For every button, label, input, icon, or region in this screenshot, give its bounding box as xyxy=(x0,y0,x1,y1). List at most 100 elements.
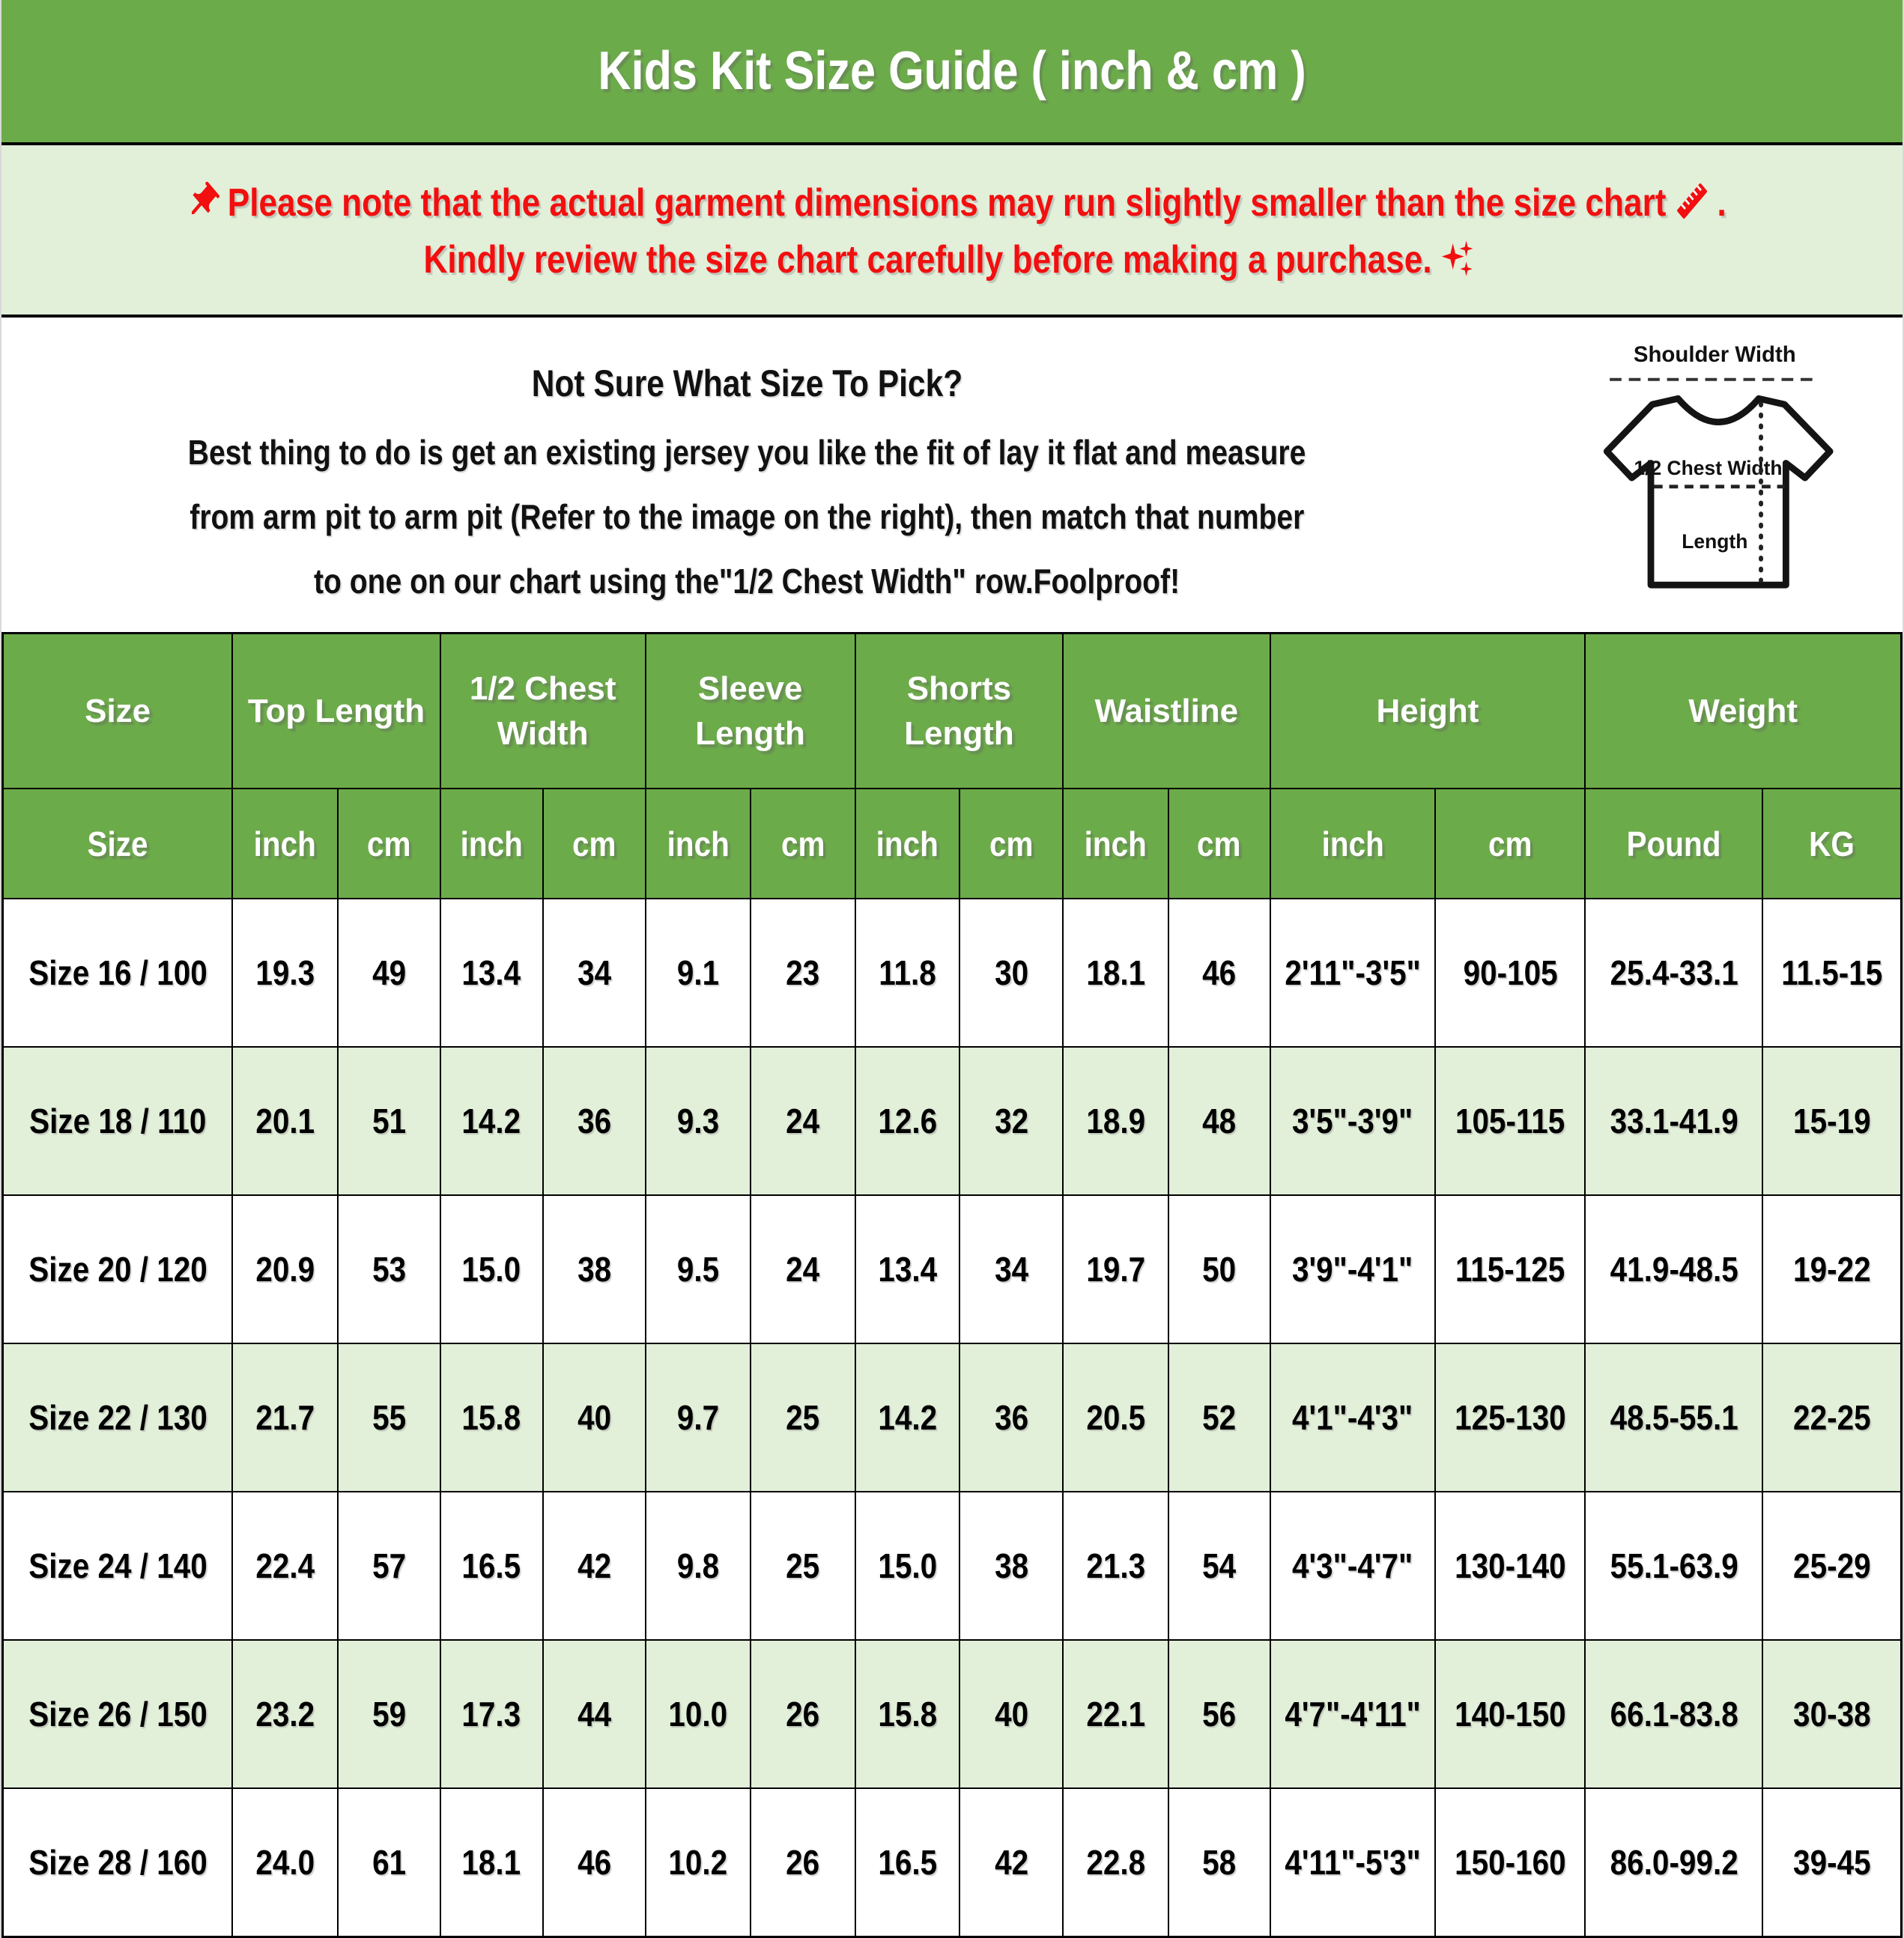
data-cell: 33.1-41.9 xyxy=(1584,1046,1764,1196)
data-cell: 24.0 xyxy=(231,1787,339,1938)
table-row: Size 20 / 120 20.9 53 15.0 38 9.5 24 13.4 34 19.7… xyxy=(1,1194,1903,1344)
data-cell: 15.0 xyxy=(854,1491,961,1641)
data-cell: 54 xyxy=(1167,1491,1271,1641)
data-cell: 44 xyxy=(542,1639,646,1789)
data-cell: 24 xyxy=(750,1046,856,1196)
column-unit-header: inch xyxy=(854,788,961,899)
notice-line-2: Kindly review the size chart carefully b… xyxy=(1,237,1903,282)
data-cell: 53 xyxy=(336,1194,441,1344)
table-group-row: Size Top Length 1/2 Chest Width Sleeve Leng… xyxy=(1,632,1903,789)
column-group-header: Sleeve Length xyxy=(644,632,856,789)
column-unit-header: cm xyxy=(1434,788,1586,899)
data-cell: 48.5-55.1 xyxy=(1584,1343,1764,1492)
column-unit-header: cm xyxy=(542,788,646,899)
column-group-header: Weight xyxy=(1584,632,1903,789)
column-group-header: Waistline xyxy=(1062,632,1271,789)
data-cell: 24 xyxy=(750,1194,856,1344)
data-cell: 38 xyxy=(959,1491,1064,1641)
data-cell: 22.4 xyxy=(231,1491,339,1641)
data-cell: 125-130 xyxy=(1434,1343,1586,1492)
column-unit-header: Size xyxy=(1,788,234,899)
data-cell: 34 xyxy=(542,898,646,1048)
data-cell: 13.4 xyxy=(854,1194,961,1344)
notice-line-1: Please note that the actual garment dime… xyxy=(1,178,1903,225)
data-cell: 34 xyxy=(959,1194,1064,1344)
shoulder-width-label: Shoulder Width xyxy=(1634,342,1796,367)
data-cell: 38 xyxy=(542,1194,646,1344)
data-cell: 40 xyxy=(959,1639,1064,1789)
data-cell: 17.3 xyxy=(439,1639,544,1789)
data-cell: 42 xyxy=(959,1787,1064,1938)
data-cell: 48 xyxy=(1167,1046,1271,1196)
data-cell: 13.4 xyxy=(439,898,544,1048)
title-band: Kids Kit Size Guide ( inch & cm ) xyxy=(1,0,1903,145)
size-table: Size Top Length 1/2 Chest Width Sleeve Leng… xyxy=(1,632,1903,1938)
length-label: Length xyxy=(1682,530,1747,553)
data-cell: 16.5 xyxy=(854,1787,961,1938)
data-cell: 115-125 xyxy=(1434,1194,1586,1344)
data-cell: 59 xyxy=(336,1639,441,1789)
data-cell: 11.5-15 xyxy=(1762,898,1903,1048)
data-cell: 10.2 xyxy=(644,1787,752,1938)
data-cell: 52 xyxy=(1167,1343,1271,1492)
help-line-1: Best thing to do is get an existing jers… xyxy=(187,433,1306,472)
data-cell: 25 xyxy=(750,1491,856,1641)
data-cell: 9.5 xyxy=(644,1194,752,1344)
sizing-help-text: Not Sure What Size To Pick? Best thing t… xyxy=(1,318,1492,618)
tshirt-outline xyxy=(1603,395,1834,589)
size-cell: Size 28 / 160 xyxy=(1,1787,234,1938)
column-unit-header: inch xyxy=(439,788,544,899)
data-cell: 26 xyxy=(750,1639,856,1789)
column-group-header: 1/2 Chest Width xyxy=(439,632,646,789)
data-cell: 4'3"-4'7" xyxy=(1269,1491,1437,1641)
data-cell: 3'9"-4'1" xyxy=(1269,1194,1437,1344)
data-cell: 41.9-48.5 xyxy=(1584,1194,1764,1344)
data-cell: 21.3 xyxy=(1062,1491,1169,1641)
data-cell: 150-160 xyxy=(1434,1787,1586,1938)
column-unit-header: inch xyxy=(231,788,339,899)
data-cell: 140-150 xyxy=(1434,1639,1586,1789)
data-cell: 55.1-63.9 xyxy=(1584,1491,1764,1641)
data-cell: 36 xyxy=(959,1343,1064,1492)
table-row: Size 26 / 150 23.2 59 17.3 44 10.0 26 15.8 40 22.… xyxy=(1,1639,1903,1789)
data-cell: 12.6 xyxy=(854,1046,961,1196)
size-cell: Size 24 / 140 xyxy=(1,1491,234,1641)
ruler-icon xyxy=(1676,183,1707,219)
data-cell: 25.4-33.1 xyxy=(1584,898,1764,1048)
help-line-2: from arm pit to arm pit (Refer to the im… xyxy=(189,497,1305,536)
data-cell: 11.8 xyxy=(854,898,961,1048)
size-cell: Size 26 / 150 xyxy=(1,1639,234,1789)
help-heading: Not Sure What Size To Pick? xyxy=(531,362,962,404)
column-group-header: Top Length xyxy=(231,632,441,789)
data-cell: 26 xyxy=(750,1787,856,1938)
table-body: Size 16 / 100 19.3 49 13.4 34 9.1 23 11.8 30 18.1… xyxy=(1,898,1903,1938)
size-cell: Size 18 / 110 xyxy=(1,1046,234,1196)
data-cell: 46 xyxy=(542,1787,646,1938)
data-cell: 20.1 xyxy=(231,1046,339,1196)
data-cell: 105-115 xyxy=(1434,1046,1586,1196)
data-cell: 20.5 xyxy=(1062,1343,1169,1492)
data-cell: 25-29 xyxy=(1762,1491,1903,1641)
pushpin-icon xyxy=(191,181,219,214)
data-cell: 18.1 xyxy=(1062,898,1169,1048)
data-cell: 9.8 xyxy=(644,1491,752,1641)
size-cell: Size 22 / 130 xyxy=(1,1343,234,1492)
size-cell: Size 16 / 100 xyxy=(1,898,234,1048)
data-cell: 66.1-83.8 xyxy=(1584,1639,1764,1789)
sizing-help-section: Not Sure What Size To Pick? Best thing t… xyxy=(1,318,1903,632)
data-cell: 10.0 xyxy=(644,1639,752,1789)
column-unit-header: inch xyxy=(1062,788,1169,899)
data-cell: 30 xyxy=(959,898,1064,1048)
table-row: Size 28 / 160 24.0 61 18.1 46 10.2 26 16.5 42 22.… xyxy=(1,1787,1903,1938)
table-row: Size 22 / 130 21.7 55 15.8 40 9.7 25 14.2 36 20.5… xyxy=(1,1343,1903,1492)
data-cell: 9.7 xyxy=(644,1343,752,1492)
chest-width-label: 1/2 Chest Width xyxy=(1634,457,1782,479)
column-unit-header: inch xyxy=(1269,788,1437,899)
data-cell: 39-45 xyxy=(1762,1787,1903,1938)
data-cell: 56 xyxy=(1167,1639,1271,1789)
data-cell: 18.9 xyxy=(1062,1046,1169,1196)
data-cell: 58 xyxy=(1167,1787,1271,1938)
data-cell: 20.9 xyxy=(231,1194,339,1344)
data-cell: 46 xyxy=(1167,898,1271,1048)
